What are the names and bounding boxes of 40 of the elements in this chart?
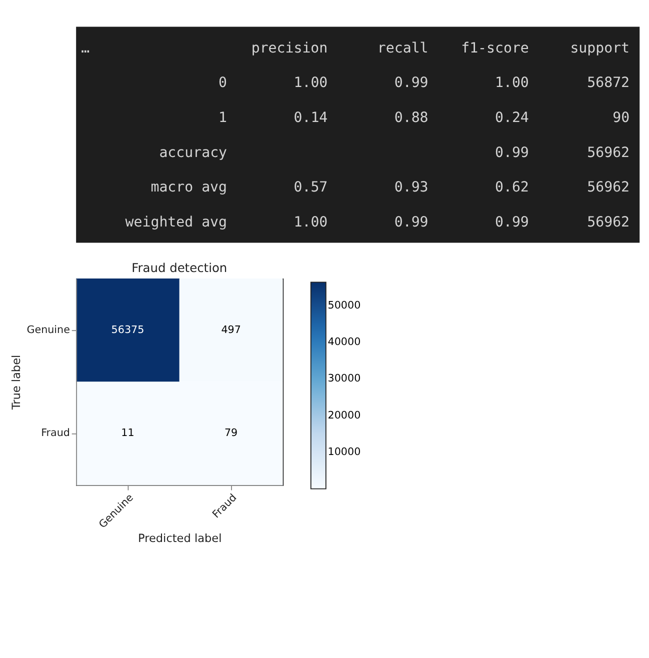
data-label: 497: [221, 324, 241, 336]
color-bar-label: 10000: [328, 446, 361, 458]
y-axis-title: True label: [10, 354, 24, 411]
text: 0.99: [495, 214, 529, 231]
color-bar-label: 40000: [328, 336, 361, 348]
text: 56962: [587, 180, 630, 196]
text: 0.57: [294, 180, 328, 196]
category-label: recall: [377, 40, 428, 56]
text: 0.99: [495, 144, 529, 161]
category-label: weighted avg: [125, 214, 228, 231]
text: 0.24: [495, 110, 529, 126]
category-label: precision: [251, 40, 328, 56]
data-label: 11: [121, 427, 134, 440]
text: 0.62: [495, 180, 529, 196]
text: 0.93: [394, 180, 428, 196]
text: 0.88: [394, 110, 428, 126]
text: 1.00: [495, 75, 529, 92]
text: 1.00: [294, 214, 328, 231]
color-bar-label: 50000: [328, 299, 361, 312]
text: 56962: [587, 144, 630, 161]
category-label: 1: [218, 110, 228, 126]
text: 1.00: [294, 75, 328, 92]
color-bar-label: 20000: [328, 409, 361, 422]
text: 0.14: [294, 110, 328, 126]
text: …: [81, 40, 90, 56]
text: 56962: [587, 214, 630, 231]
x-axis-title: Predicted label: [138, 532, 222, 546]
category-label: macro avg: [150, 180, 228, 196]
category-label: 0: [218, 75, 228, 92]
chart-title: Fraud detection: [132, 260, 228, 275]
data-label: 79: [224, 427, 238, 440]
text: 56872: [587, 75, 630, 92]
text: 0.99: [394, 75, 428, 92]
text: 0.99: [394, 214, 428, 231]
category-label: support: [570, 40, 630, 56]
category-label: f1-score: [461, 40, 529, 56]
color-bar-label: 30000: [328, 372, 361, 385]
data-label: 56375: [111, 324, 144, 336]
category-label: accuracy: [159, 144, 228, 161]
text: 90: [612, 110, 630, 126]
